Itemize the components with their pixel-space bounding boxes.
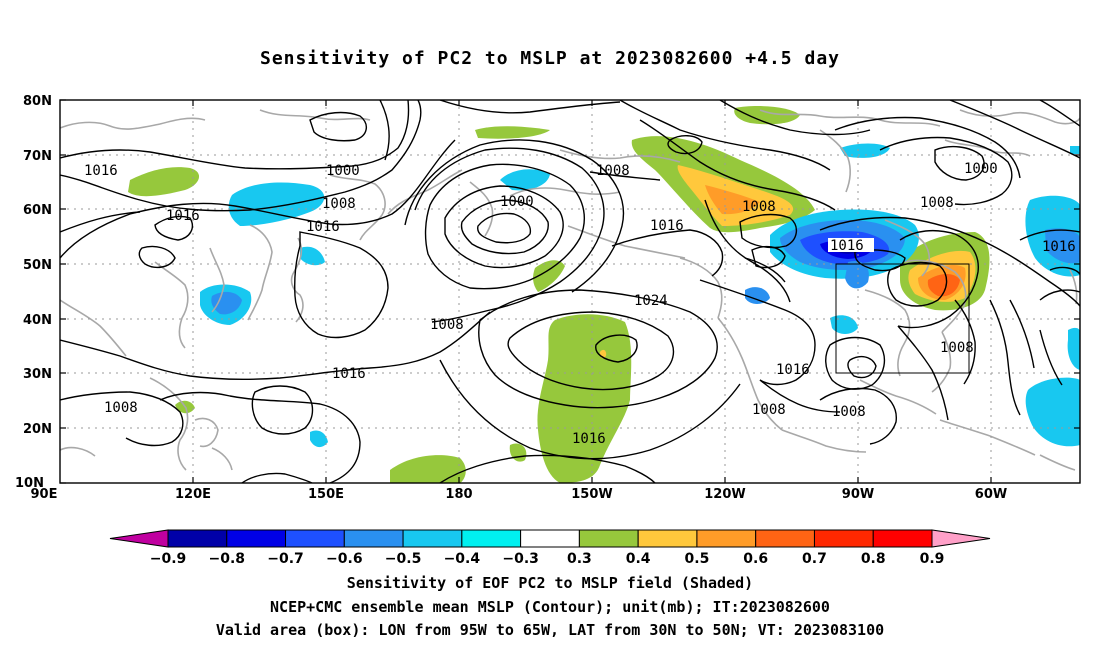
lon-tick-label: 120E <box>175 487 211 502</box>
colorbar-label: 0.5 <box>685 551 710 567</box>
colorbar-swatch <box>637 529 698 548</box>
lon-tick-label: 90W <box>842 487 874 502</box>
colorbar-swatch <box>167 529 228 548</box>
lon-tick-label: 60W <box>975 487 1007 502</box>
map-title: Sensitivity of PC2 to MSLP at 2023082600… <box>259 48 840 69</box>
caption-contour: NCEP+CMC ensemble mean MSLP (Contour); u… <box>270 598 830 616</box>
mslp-contours <box>60 100 1080 483</box>
lat-tick-label: 40N <box>23 313 52 328</box>
lat-tick-label: 30N <box>23 367 52 382</box>
contour-label: 1008 <box>832 404 866 420</box>
contour-label: 1008 <box>742 199 776 215</box>
positive-sensitivity-shading <box>128 106 990 483</box>
colorbar-swatch <box>285 529 345 548</box>
contour-label: 1016 <box>84 163 118 179</box>
colorbar-label: 0.6 <box>743 551 768 567</box>
contour-label: 1000 <box>964 161 998 177</box>
map-frame <box>59 99 1081 484</box>
longitude-labels: 90E 120E 150E 180 150W 120W 90W 60W <box>31 487 1008 502</box>
lat-tick-label: 80N <box>23 94 52 109</box>
lat-tick-label: 70N <box>23 149 52 164</box>
contour-label: 1016 <box>776 362 810 378</box>
lon-tick-label: 120W <box>704 487 745 502</box>
contour-label: 1016 <box>572 431 606 447</box>
colorbar-label: −0.4 <box>444 551 481 567</box>
colorbar-swatch <box>755 529 815 548</box>
contour-label: 1008 <box>596 163 630 179</box>
colorbar-label: −0.7 <box>267 551 304 567</box>
lat-tick-label: 10N <box>15 476 44 491</box>
lat-tick-label: 50N <box>23 258 52 273</box>
contour-label: 1016 <box>830 238 864 254</box>
contour-labels: 1016 1000 1016 1008 1016 1000 1008 1008 … <box>84 161 1076 447</box>
contour-label: 1008 <box>104 400 138 416</box>
contour-label: 1016 <box>332 366 366 382</box>
caption-valid-area: Valid area (box): LON from 95W to 65W, L… <box>215 621 885 639</box>
contour-label: 1000 <box>326 163 360 179</box>
colorbar-label: 0.3 <box>567 551 592 567</box>
colorbar-label: −0.5 <box>385 551 422 567</box>
contour-label: 1016 <box>1042 239 1076 255</box>
latitude-labels: 80N 70N 60N 50N 40N 30N 20N 10N <box>15 94 52 491</box>
contour-label: 1008 <box>322 196 356 212</box>
colorbar-swatch <box>696 529 757 548</box>
tick-marks <box>60 99 1080 484</box>
colorbar-swatch <box>402 529 463 548</box>
contour-label: 1008 <box>752 402 786 418</box>
lon-tick-label: 150E <box>308 487 344 502</box>
colorbar-label: 0.7 <box>802 551 827 567</box>
colorbar-swatch <box>520 529 580 548</box>
colorbar-swatch <box>461 529 522 548</box>
map-panel <box>60 100 1080 483</box>
contour-label: 1016 <box>306 219 340 235</box>
colorbar-swatch <box>226 529 287 548</box>
colorbar-swatch <box>578 529 639 548</box>
lon-tick-label: 150W <box>571 487 612 502</box>
colorbar-label: −0.9 <box>150 551 187 567</box>
colorbar-label: 0.9 <box>920 551 945 567</box>
colorbar-swatch <box>343 529 404 548</box>
contour-label: 1016 <box>166 208 200 224</box>
lon-tick-label: 90E <box>31 487 58 502</box>
contour-label: 1024 <box>634 293 668 309</box>
colorbar: −0.9 −0.8 −0.7 −0.6 −0.5 −0.4 −0.3 0.3 0.4 0.5 0.6… <box>109 529 991 567</box>
colorbar-swatch <box>872 529 933 548</box>
colorbar-label: 0.4 <box>626 551 651 567</box>
contour-label: 1008 <box>920 195 954 211</box>
colorbar-under-triangle <box>109 529 169 548</box>
colorbar-over-triangle <box>931 529 991 548</box>
lat-tick-label: 60N <box>23 203 52 218</box>
colorbar-label: 0.8 <box>861 551 886 567</box>
map-gridlines <box>60 100 1080 483</box>
colorbar-label: −0.3 <box>502 551 539 567</box>
caption-shading: Sensitivity of EOF PC2 to MSLP field (Sh… <box>346 574 754 592</box>
contour-label: 1016 <box>650 218 684 234</box>
colorbar-label: −0.6 <box>326 551 363 567</box>
contour-label: 1008 <box>940 340 974 356</box>
valid-area-box <box>835 263 970 374</box>
contour-label: 1008 <box>430 317 464 333</box>
lat-tick-label: 20N <box>23 422 52 437</box>
colorbar-swatch <box>813 529 874 548</box>
colorbar-label: −0.8 <box>209 551 246 567</box>
lon-tick-label: 180 <box>445 487 472 502</box>
contour-label: 1000 <box>500 194 534 210</box>
